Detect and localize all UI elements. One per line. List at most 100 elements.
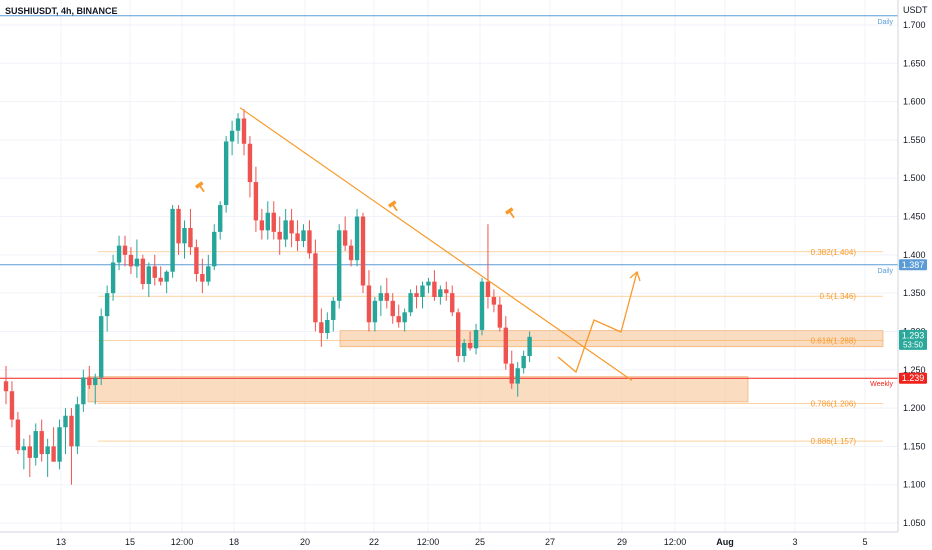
candle[interactable]: [408, 289, 413, 317]
candle-body: [146, 266, 151, 284]
candle[interactable]: [146, 262, 151, 297]
candle[interactable]: [128, 247, 134, 274]
candle[interactable]: [182, 220, 187, 259]
candle[interactable]: [87, 365, 92, 389]
candle[interactable]: [378, 285, 384, 317]
candle[interactable]: [342, 216, 348, 252]
candle[interactable]: [295, 220, 300, 252]
candle[interactable]: [277, 216, 282, 255]
candle[interactable]: [444, 281, 449, 301]
candle[interactable]: [104, 285, 110, 332]
candle[interactable]: [45, 438, 50, 478]
candle[interactable]: [420, 281, 425, 309]
candle[interactable]: [450, 285, 455, 317]
candle[interactable]: [491, 289, 497, 313]
candle[interactable]: [307, 220, 312, 259]
candle[interactable]: [461, 339, 467, 363]
candle[interactable]: [521, 350, 526, 374]
candle-body: [515, 368, 520, 384]
candle[interactable]: [265, 201, 270, 240]
candle[interactable]: [319, 308, 324, 347]
candle[interactable]: [164, 270, 169, 294]
candle[interactable]: [81, 369, 86, 412]
candle[interactable]: [247, 136, 253, 198]
fib-label: 0.786(1.206): [811, 399, 857, 408]
candle[interactable]: [200, 258, 205, 294]
candle[interactable]: [229, 120, 235, 156]
candle[interactable]: [390, 293, 395, 324]
candle[interactable]: [158, 266, 163, 286]
candle[interactable]: [194, 239, 199, 282]
price-axis[interactable]: 1.700 1.650 1.600 1.550 1.500 1.450 1.400 1.350…: [903, 20, 926, 528]
candle[interactable]: [116, 235, 122, 271]
candle[interactable]: [283, 208, 288, 248]
candle-body: [348, 245, 354, 261]
candle-body: [456, 312, 461, 356]
time-axis[interactable]: 13 15 12:00 18 20 22 12:00 25 27 29 12:00 Aug 3 5: [56, 537, 868, 547]
candle[interactable]: [3, 365, 9, 405]
candle-body: [194, 247, 199, 274]
candle[interactable]: [235, 113, 241, 144]
candle[interactable]: [21, 438, 27, 470]
candle[interactable]: [372, 296, 378, 332]
candle[interactable]: [93, 373, 98, 405]
candle[interactable]: [414, 285, 419, 309]
candle[interactable]: [33, 423, 38, 466]
candle[interactable]: [170, 205, 175, 278]
candle[interactable]: [456, 308, 461, 363]
candle[interactable]: [9, 381, 15, 428]
candle[interactable]: [212, 224, 217, 271]
candle[interactable]: [366, 270, 372, 332]
candle[interactable]: [75, 396, 80, 455]
candle[interactable]: [99, 308, 104, 386]
fib-label: 0.5(1.346): [820, 292, 857, 301]
candle[interactable]: [348, 239, 354, 267]
candle[interactable]: [15, 411, 21, 455]
candle[interactable]: [337, 224, 342, 309]
candle[interactable]: [259, 208, 265, 240]
candle[interactable]: [325, 312, 330, 340]
candle[interactable]: [473, 323, 479, 355]
candle[interactable]: [140, 254, 146, 290]
candle[interactable]: [485, 224, 491, 309]
candle[interactable]: [527, 331, 532, 363]
candle[interactable]: [396, 304, 401, 328]
candle[interactable]: [360, 212, 366, 294]
candle[interactable]: [241, 109, 247, 156]
candle[interactable]: [51, 427, 56, 462]
candle[interactable]: [479, 277, 485, 336]
candle[interactable]: [503, 316, 508, 370]
candle[interactable]: [110, 254, 116, 301]
candle[interactable]: [467, 331, 473, 351]
candle[interactable]: [509, 350, 514, 389]
candle[interactable]: [515, 362, 520, 397]
candle[interactable]: [27, 434, 32, 478]
candle[interactable]: [176, 205, 181, 255]
candle[interactable]: [134, 239, 140, 278]
candle[interactable]: [384, 277, 389, 309]
candle[interactable]: [438, 285, 443, 305]
candle[interactable]: [223, 136, 229, 213]
candle[interactable]: [289, 208, 294, 248]
candle[interactable]: [57, 419, 62, 470]
candle[interactable]: [271, 201, 276, 240]
candle[interactable]: [69, 408, 74, 485]
candle[interactable]: [188, 208, 193, 255]
candle[interactable]: [354, 208, 360, 267]
candle[interactable]: [122, 235, 128, 267]
candle[interactable]: [39, 419, 44, 462]
candle[interactable]: [313, 239, 318, 332]
candle[interactable]: [426, 277, 431, 294]
candle[interactable]: [301, 224, 306, 248]
candle[interactable]: [63, 408, 68, 455]
candle[interactable]: [218, 201, 223, 240]
candle[interactable]: [402, 308, 407, 332]
candle[interactable]: [497, 296, 503, 332]
candle[interactable]: [206, 254, 211, 286]
candle[interactable]: [331, 296, 336, 332]
candle[interactable]: [432, 270, 437, 301]
candle[interactable]: [253, 166, 259, 232]
candles[interactable]: [3, 109, 532, 485]
candle[interactable]: [152, 254, 157, 286]
